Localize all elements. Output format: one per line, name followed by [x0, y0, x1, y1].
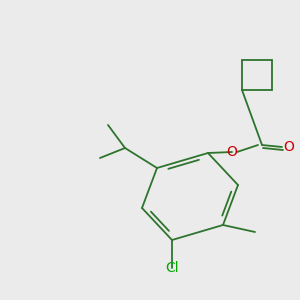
- Text: O: O: [284, 140, 294, 154]
- Text: O: O: [226, 145, 237, 159]
- Text: Cl: Cl: [165, 261, 179, 275]
